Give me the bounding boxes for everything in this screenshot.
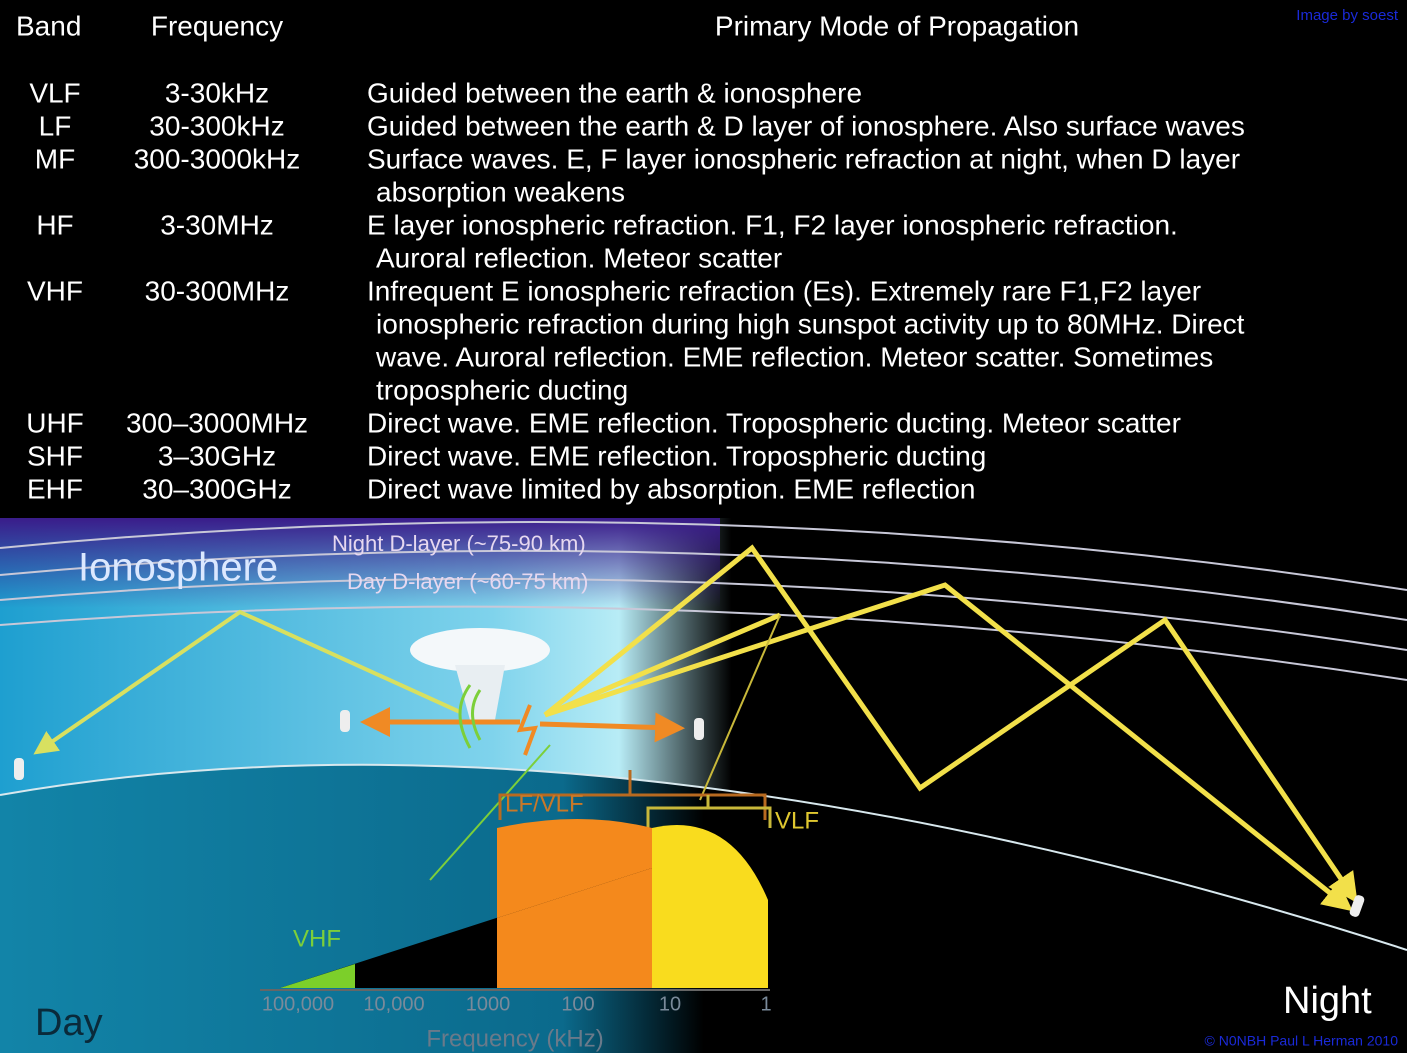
credit: Image by soest [1296, 7, 1399, 24]
copyright: © N0NBH Paul L Herman 2010 [1205, 1033, 1399, 1049]
mode-cell: Direct wave limited by absorption. EME r… [367, 473, 975, 504]
mode-cell: absorption weakens [376, 176, 625, 207]
mode-cell: Guided between the earth & D layer of io… [367, 110, 1245, 141]
receiver [14, 758, 24, 780]
receiver [340, 710, 350, 732]
mode-cell: Infrequent E ionospheric refraction (Es)… [367, 275, 1201, 306]
band-label: LF/VLF [505, 790, 584, 817]
axis-tick-label: 100,000 [262, 993, 334, 1015]
mode-cell: Direct wave. EME reflection. Tropospheri… [367, 407, 1181, 438]
band-cell: LF [39, 110, 72, 141]
receiver [694, 718, 704, 740]
axis-tick-label: 1 [760, 993, 771, 1015]
illustration [0, 518, 1407, 1053]
band-cell: EHF [27, 473, 83, 504]
mode-cell: Auroral reflection. Meteor scatter [376, 242, 782, 273]
mode-cell: E layer ionospheric refraction. F1, F2 l… [367, 209, 1178, 240]
axis-tick-label: 100 [561, 993, 594, 1015]
axis-tick-label: 1000 [466, 993, 511, 1015]
axis-tick-label: 10,000 [363, 993, 424, 1015]
night-label: Night [1283, 980, 1372, 1022]
axis-label: Frequency (kHz) [426, 1025, 603, 1052]
frequency-cell: 300–3000MHz [126, 407, 308, 438]
frequency-cell: 30-300MHz [145, 275, 290, 306]
figure: Image by soest Band Frequency Primary Mode… [0, 0, 1407, 1053]
layer-label: Day D-layer (~60-75 km) [347, 569, 588, 594]
axis-tick-label: 10 [659, 993, 681, 1015]
band-cell: VHF [27, 275, 83, 306]
band-cell: UHF [26, 407, 84, 438]
band-label: VLF [775, 807, 819, 834]
mode-cell: wave. Auroral reflection. EME reflection… [375, 341, 1213, 372]
mode-cell: Surface waves. E, F layer ionospheric re… [367, 143, 1240, 174]
frequency-cell: 3-30MHz [160, 209, 274, 240]
band-cell: MF [35, 143, 75, 174]
column-header: Frequency [151, 10, 283, 41]
layer-label: Night D-layer (~75-90 km) [332, 531, 586, 556]
column-header: Band [16, 10, 81, 41]
band-cell: SHF [27, 440, 83, 471]
frequency-cell: 30–300GHz [142, 473, 291, 504]
band-cell: HF [36, 209, 73, 240]
band-label: VHF [293, 925, 341, 952]
band-cell: VLF [29, 77, 80, 108]
mode-cell: Direct wave. EME reflection. Tropospheri… [367, 440, 986, 471]
page: Image by soest Band Frequency Primary Mode… [0, 0, 1407, 1053]
day-label: Day [35, 1002, 103, 1044]
mode-cell: tropospheric ducting [376, 374, 628, 405]
frequency-cell: 300-3000kHz [134, 143, 301, 174]
column-header: Primary Mode of Propagation [715, 10, 1079, 41]
ionosphere-label: Ionosphere [78, 546, 278, 590]
frequency-cell: 30-300kHz [149, 110, 284, 141]
mode-cell: Guided between the earth & ionosphere [367, 77, 862, 108]
frequency-cell: 3-30kHz [165, 77, 269, 108]
mode-cell: ionospheric refraction during high sunsp… [376, 308, 1245, 339]
frequency-cell: 3–30GHz [158, 440, 276, 471]
